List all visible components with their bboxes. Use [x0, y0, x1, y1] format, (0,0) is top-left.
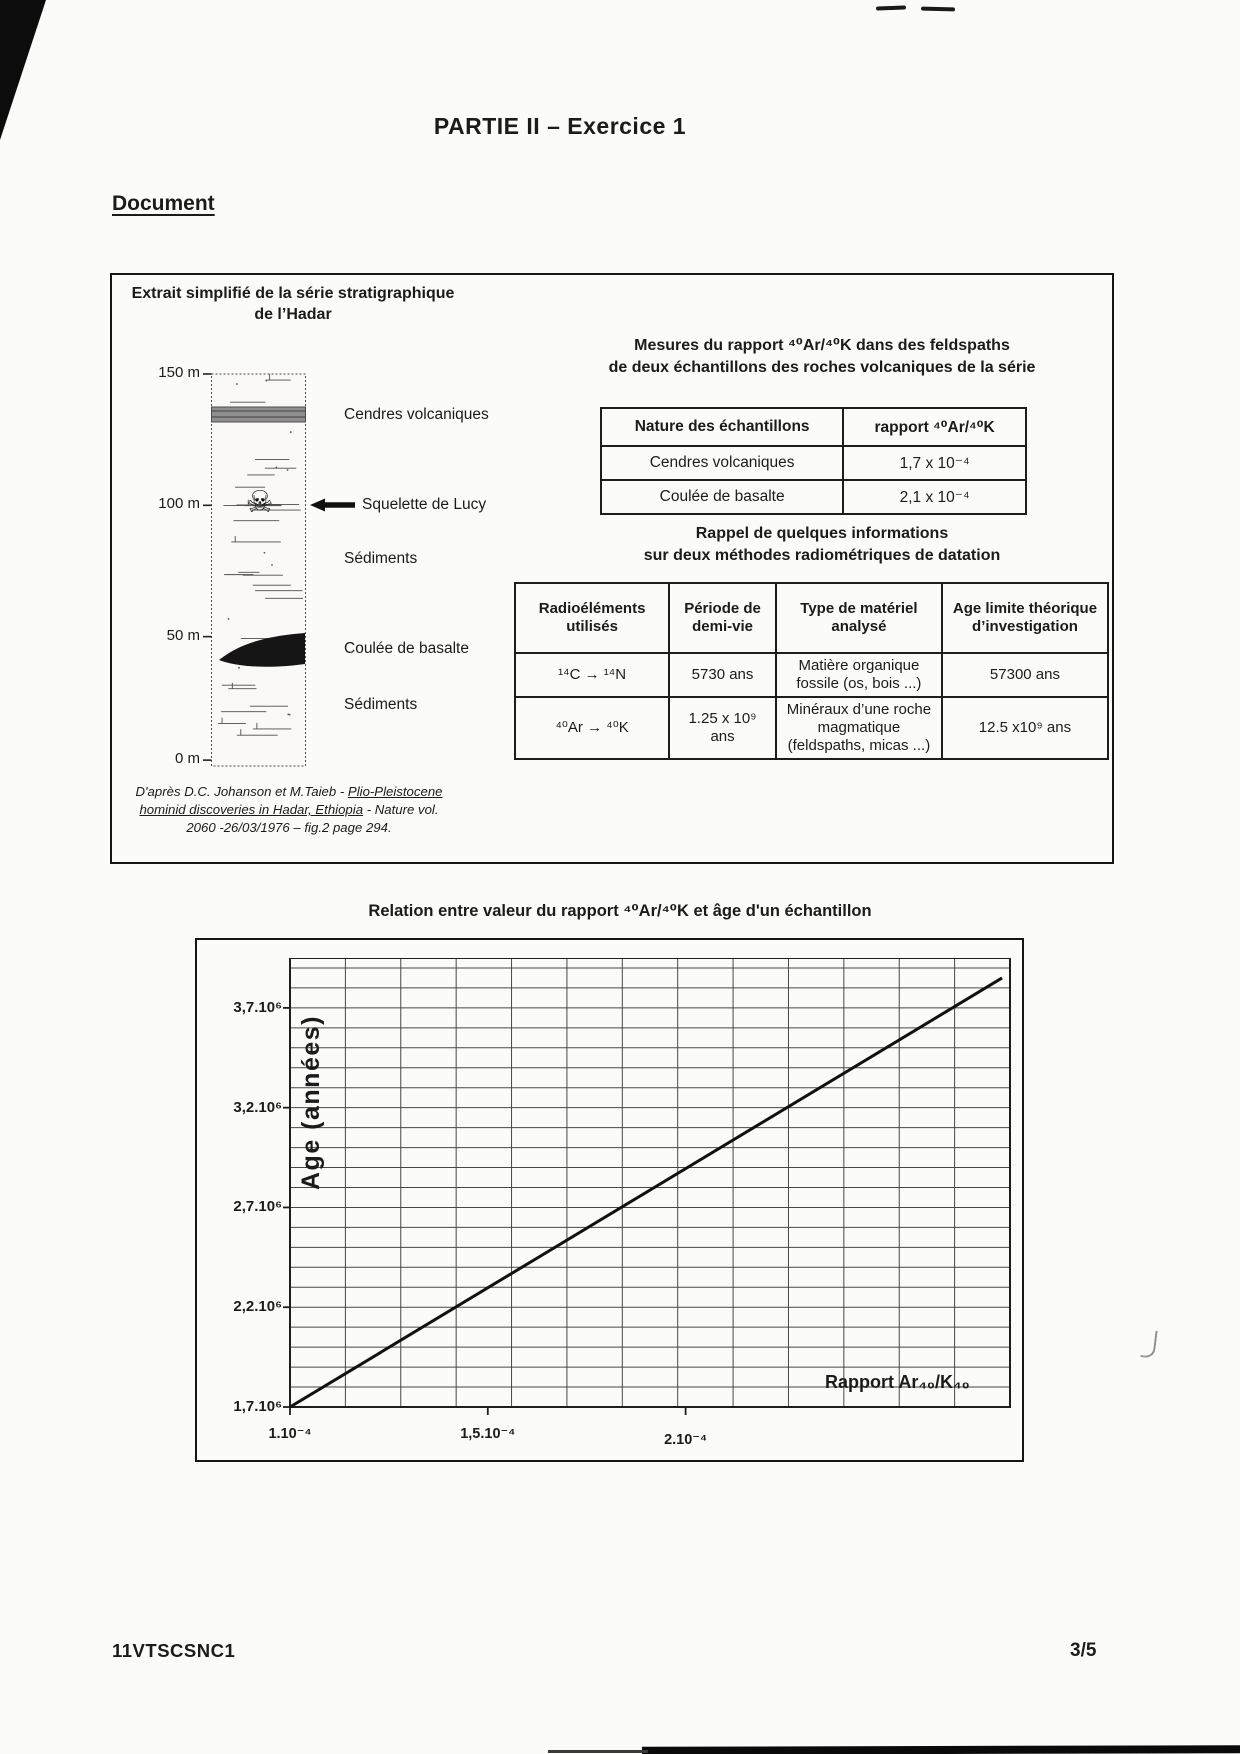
document-code: 11VTSCSNC1	[112, 1640, 236, 1661]
depth-label: 0 m	[174, 750, 200, 768]
table-header-cell: Age limite théorique d’investigation	[940, 582, 1110, 654]
page-number: 3/5	[1070, 1640, 1097, 1661]
volcanic-ash-band	[211, 406, 306, 423]
layer-label: Sédiments	[344, 696, 418, 714]
chart-box: Age (années) Rapport Ar₄₀/K₄₀ 1,7.10⁶ 2,2…	[195, 938, 1024, 1462]
table-header-row: Nature des échantillons rapport ⁴⁰Ar/⁴⁰K	[599, 407, 1027, 447]
strat-column-title: Extrait simplifié de la série stratigrap…	[112, 283, 474, 325]
table-cell: ⁴⁰Ar → ⁴⁰K	[513, 696, 671, 760]
lucy-skeleton-label: Squelette de Lucy	[310, 496, 486, 514]
table-row: ¹⁴C → ¹⁴N 5730 ans Matière organique fossi…	[513, 652, 1110, 698]
y-tick-label: 2,7.10⁶	[233, 1198, 282, 1216]
basalt-flow-lens	[219, 633, 305, 667]
table-cell: 12.5 x10⁹ ans	[940, 696, 1110, 760]
rappel-heading-line1: Rappel de quelques informations	[695, 525, 949, 542]
table-cell: 2,1 x 10⁻⁴	[842, 479, 1027, 515]
scan-mark	[875, 5, 907, 11]
table-header-cell: Période de demi-vie	[668, 582, 777, 654]
chart-grid	[283, 958, 1011, 1415]
table-cell: Coulée de basalte	[599, 479, 845, 515]
y-axis-label: Age (années)	[297, 1015, 325, 1190]
depth-label: 150 m	[158, 364, 200, 381]
page-title: PARTIE II – Exercice 1	[433, 113, 687, 139]
table-cell: Matière organique fossile (os, bois ...)	[774, 652, 943, 698]
x-tick-label: 2.10⁻⁴	[664, 1432, 708, 1448]
table-cell: 1.25 x 10⁹ ans	[668, 696, 777, 760]
y-tick-label: 3,2.10⁶	[233, 1098, 282, 1116]
rappel-heading-line2: sur deux méthodes radiométriques de data…	[643, 547, 1001, 564]
citation-part: Plio-Pleistocene hominid discoveries in …	[139, 784, 443, 817]
table-row: ⁴⁰Ar → ⁴⁰K 1.25 x 10⁹ ans Minéraux d’une r…	[513, 696, 1110, 760]
measures-table: Nature des échantillons rapport ⁴⁰Ar/⁴⁰K C…	[599, 407, 1027, 515]
table-cell: 5730 ans	[668, 652, 777, 698]
strat-title-line2: de l’Hadar	[254, 306, 332, 323]
measures-heading-line2: de deux échantillons des roches volcaniq…	[608, 359, 1036, 376]
table-cell: Cendres volcaniques	[599, 445, 845, 481]
depth-label: 50 m	[166, 626, 200, 644]
strat-title-line1: Extrait simplifié de la série stratigrap…	[131, 285, 455, 302]
table-cell: ¹⁴C → ¹⁴N	[513, 652, 671, 698]
x-tick-label: 1,5.10⁻⁴	[460, 1426, 516, 1442]
x-tick-label: 1.10⁻⁴	[268, 1426, 312, 1442]
scan-mark	[920, 6, 956, 12]
table-row: Cendres volcaniques 1,7 x 10⁻⁴	[599, 445, 1027, 481]
rappel-heading: Rappel de quelques informations sur deux…	[532, 523, 1112, 567]
table-header-row: Radioéléments utilisés Période de demi-vi…	[513, 582, 1110, 654]
chart-title: Relation entre valeur du rapport ⁴⁰Ar/⁴⁰…	[368, 902, 872, 920]
data-line	[289, 976, 1003, 1409]
citation-part: - Nature vol. 2060 -26/03/1976 – fig.2 p…	[186, 802, 439, 835]
layer-label: Sédiments	[344, 550, 418, 568]
skull-icon: ☠	[247, 486, 274, 519]
table-cell: 1,7 x 10⁻⁴	[842, 445, 1027, 481]
measures-heading: Mesures du rapport ⁴⁰Ar/⁴⁰K dans des fel…	[532, 335, 1112, 379]
table-header-cell: Radioéléments utilisés	[513, 582, 671, 654]
x-axis-label: Rapport Ar₄₀/K₄₀	[825, 1372, 970, 1392]
document-heading: Document	[112, 192, 215, 215]
table-header-cell: rapport ⁴⁰Ar/⁴⁰K	[842, 407, 1027, 447]
depth-label: 100 m	[158, 495, 200, 513]
source-citation: D'après D.C. Johanson et M.Taieb - Plio-…	[124, 783, 454, 837]
scan-bottom-bar	[642, 1745, 1240, 1754]
scan-smudge	[548, 1750, 648, 1753]
table-row: Coulée de basalte 2,1 x 10⁻⁴	[599, 479, 1027, 515]
table-cell: Minéraux d’une roche magmatique (feldspa…	[774, 696, 943, 760]
table-header-cell: Type de matériel analysé	[774, 582, 943, 654]
pen-mark	[1140, 1329, 1158, 1359]
radiometric-methods-table: Radioéléments utilisés Période de demi-vi…	[513, 582, 1110, 760]
y-tick-label: 3,7.10⁶	[233, 998, 282, 1016]
layer-label-text: Squelette de Lucy	[362, 496, 487, 514]
layer-label: Coulée de basalte	[344, 639, 469, 657]
citation-part: D'après D.C. Johanson et M.Taieb -	[135, 784, 348, 799]
measures-heading-line1: Mesures du rapport ⁴⁰Ar/⁴⁰K dans des fel…	[634, 337, 1010, 354]
document-box: Extrait simplifié de la série stratigrap…	[110, 273, 1114, 864]
stratigraphic-column: ☠	[203, 373, 306, 767]
y-tick-label: 2,2.10⁶	[233, 1298, 282, 1316]
table-header-cell: Nature des échantillons	[599, 407, 845, 447]
table-cell: 57300 ans	[940, 652, 1110, 698]
y-tick-label: 1,7.10⁶	[233, 1398, 282, 1415]
left-arrow-icon	[310, 498, 355, 512]
layer-label: Cendres volcaniques	[344, 405, 489, 423]
